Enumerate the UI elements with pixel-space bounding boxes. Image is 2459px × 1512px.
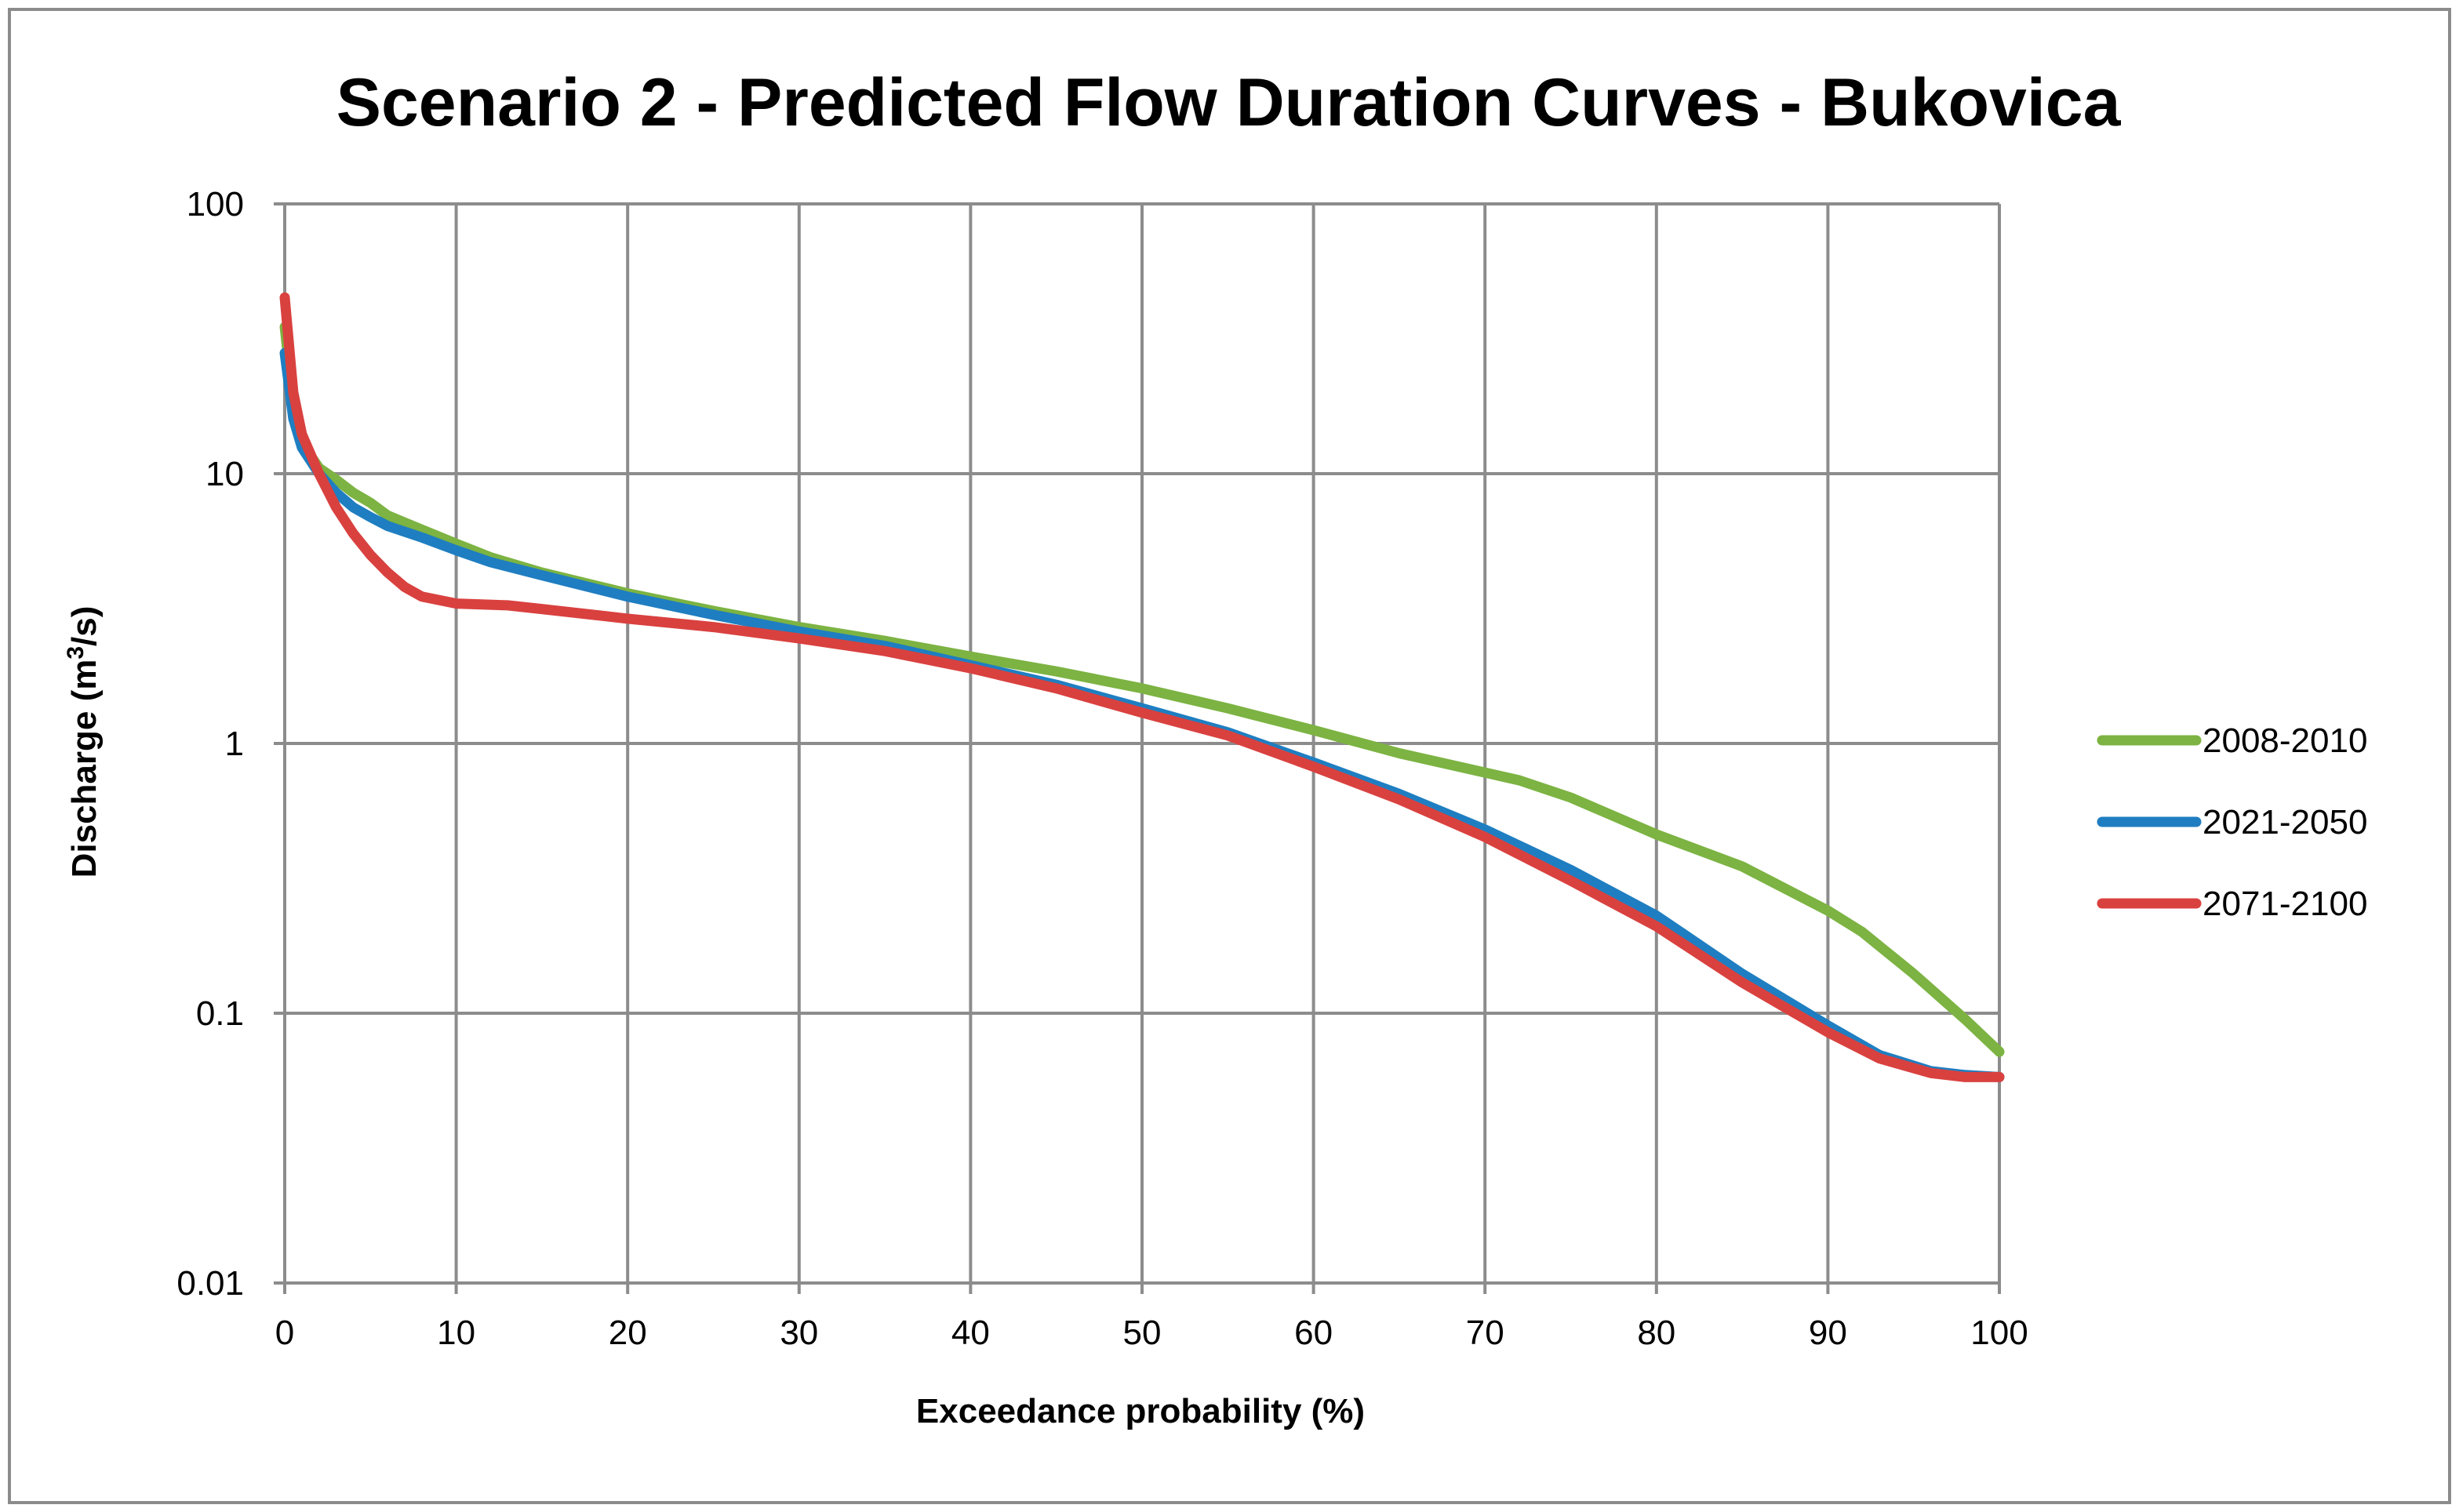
legend-label: 2008-2010 <box>2203 721 2367 760</box>
y-axis-label-superscript: 3 <box>63 646 89 660</box>
x-tick-label: 100 <box>1970 1314 2028 1352</box>
x-tick-label: 60 <box>1294 1314 1333 1352</box>
legend-label: 2021-2050 <box>2203 803 2367 841</box>
x-tick-label: 40 <box>951 1314 990 1352</box>
legend-label: 2071-2100 <box>2203 885 2367 923</box>
y-tick-label: 0.01 <box>176 1264 244 1303</box>
chart-border <box>8 8 2451 1504</box>
grid <box>274 202 2001 1294</box>
y-axis-label: Discharge (m3/s) <box>63 606 104 878</box>
series-line-2008-2010 <box>279 322 2005 1057</box>
y-tick-label: 1 <box>225 725 244 763</box>
chart-title: Scenario 2 - Predicted Flow Duration Cur… <box>336 65 2122 140</box>
legend: 2008-2010 2021-2050 2071-2100 <box>2097 721 2367 923</box>
x-tick-label: 0 <box>275 1314 294 1352</box>
x-tick-label: 30 <box>780 1314 818 1352</box>
x-tick-label: 80 <box>1637 1314 1675 1352</box>
x-axis-label: Exceedance probability (%) <box>916 1392 1365 1430</box>
x-tick-label: 70 <box>1466 1314 1504 1352</box>
x-tick-labels: 0 10 20 30 40 50 60 70 80 90 100 <box>275 1314 2028 1352</box>
y-tick-label: 100 <box>187 185 244 224</box>
x-tick-label: 50 <box>1123 1314 1162 1352</box>
y-axis-label-main: Discharge (m <box>65 660 104 878</box>
y-axis-label-tail: /s) <box>65 606 104 646</box>
y-tick-label: 0.1 <box>196 994 244 1033</box>
series-line-2071-2100 <box>279 292 2005 1082</box>
series-lines <box>279 292 2005 1082</box>
x-tick-label: 90 <box>1809 1314 1847 1352</box>
x-tick-label: 10 <box>437 1314 475 1352</box>
y-tick-labels: 0.01 0.1 1 10 100 <box>176 185 244 1303</box>
series-line-2021-2050 <box>279 347 2005 1082</box>
y-tick-label: 10 <box>206 455 244 493</box>
x-tick-label: 20 <box>609 1314 647 1352</box>
